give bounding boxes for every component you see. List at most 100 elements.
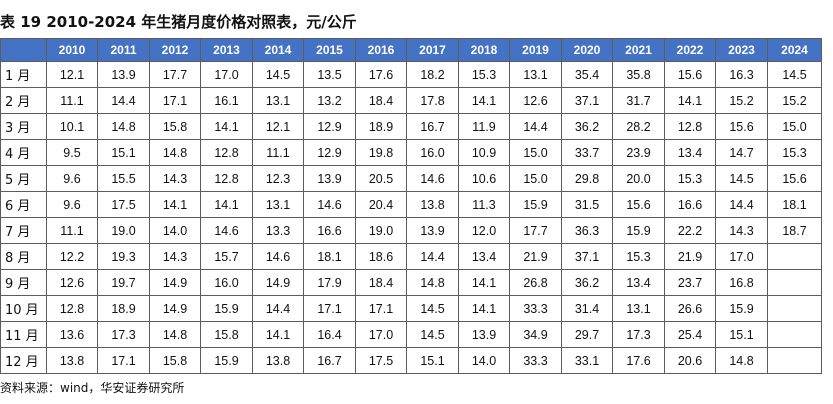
price-cell — [767, 321, 822, 348]
price-cell: 19.8 — [355, 139, 407, 166]
table-row: 10 月 12.8 18.9 14.9 15.9 14.4 17.1 17.1 14.5 14.1… — [0, 295, 822, 322]
price-cell: 16.7 — [406, 113, 459, 140]
price-cell: 34.9 — [509, 321, 562, 348]
year-header: 2010 — [46, 38, 98, 62]
month-label: 6 月 — [0, 191, 47, 218]
year-header: 2016 — [355, 38, 407, 62]
price-cell: 14.8 — [715, 347, 768, 374]
price-cell: 14.3 — [149, 165, 201, 192]
price-cell: 14.1 — [252, 321, 304, 348]
price-cell: 13.3 — [252, 217, 304, 244]
price-cell: 15.7 — [200, 243, 253, 270]
price-cell: 15.3 — [458, 61, 510, 88]
month-label: 9 月 — [0, 269, 47, 296]
price-cell: 16.6 — [664, 191, 716, 218]
month-label: 1 月 — [0, 61, 47, 88]
month-label: 11 月 — [0, 321, 47, 348]
price-cell: 14.7 — [715, 139, 768, 166]
price-cell: 14.1 — [458, 87, 510, 114]
price-cell: 14.4 — [252, 295, 304, 322]
price-cell: 15.6 — [715, 113, 768, 140]
price-cell: 36.3 — [561, 217, 613, 244]
price-cell: 17.9 — [303, 269, 356, 296]
price-cell: 12.1 — [46, 61, 98, 88]
price-cell: 10.1 — [46, 113, 98, 140]
price-cell: 35.8 — [612, 61, 665, 88]
price-cell: 21.9 — [509, 243, 562, 270]
price-cell: 17.6 — [612, 347, 665, 374]
price-cell: 18.7 — [767, 217, 822, 244]
price-cell: 10.9 — [458, 139, 510, 166]
price-cell: 14.1 — [458, 295, 510, 322]
price-cell: 13.9 — [458, 321, 510, 348]
price-table: 2010 2011 2012 2013 2014 2015 2016 2017 2018 2019… — [0, 38, 822, 374]
price-cell: 17.3 — [612, 321, 665, 348]
price-cell: 17.8 — [406, 87, 459, 114]
price-cell: 18.2 — [406, 61, 459, 88]
year-header: 2023 — [715, 38, 768, 62]
price-cell: 33.7 — [561, 139, 613, 166]
price-cell: 23.7 — [664, 269, 716, 296]
year-header: 2019 — [509, 38, 562, 62]
price-cell: 14.0 — [458, 347, 510, 374]
year-header: 2014 — [252, 38, 304, 62]
month-label: 12 月 — [0, 347, 47, 374]
price-cell: 14.3 — [149, 243, 201, 270]
price-cell: 15.9 — [200, 295, 253, 322]
year-header: 2018 — [458, 38, 510, 62]
price-cell: 14.1 — [200, 191, 253, 218]
year-header: 2021 — [612, 38, 665, 62]
month-label: 2 月 — [0, 87, 47, 114]
price-cell: 16.1 — [200, 87, 253, 114]
table-title: 表 19 2010-2024 年生猪月度价格对照表，元/公斤 — [0, 13, 357, 31]
price-cell: 18.4 — [355, 87, 407, 114]
price-cell: 16.0 — [200, 269, 253, 296]
price-cell: 12.6 — [509, 87, 562, 114]
price-cell: 37.1 — [561, 243, 613, 270]
price-cell: 12.9 — [303, 113, 356, 140]
price-cell: 15.0 — [509, 165, 562, 192]
price-cell: 26.8 — [509, 269, 562, 296]
price-cell: 14.8 — [149, 139, 201, 166]
price-cell: 15.9 — [612, 217, 665, 244]
table-body: 1 月 12.1 13.9 17.7 17.0 14.5 13.5 17.6 18.2 15.3 1… — [0, 61, 822, 374]
price-cell: 13.9 — [303, 165, 356, 192]
price-cell: 13.8 — [406, 191, 459, 218]
price-cell: 14.8 — [149, 321, 201, 348]
table-row: 7 月 11.1 19.0 14.0 14.6 13.3 16.6 19.0 13.9 12.0 1… — [0, 217, 822, 244]
month-label: 10 月 — [0, 295, 47, 322]
price-cell: 11.1 — [46, 87, 98, 114]
price-cell: 14.5 — [252, 61, 304, 88]
price-cell: 15.2 — [767, 87, 822, 114]
price-cell: 15.1 — [715, 321, 768, 348]
price-cell: 17.1 — [149, 87, 201, 114]
price-cell: 29.8 — [561, 165, 613, 192]
price-cell: 17.0 — [715, 243, 768, 270]
price-cell: 31.5 — [561, 191, 613, 218]
price-cell: 15.6 — [612, 191, 665, 218]
year-header: 2022 — [664, 38, 716, 62]
price-cell: 15.8 — [149, 347, 201, 374]
price-cell — [767, 347, 822, 374]
price-cell: 17.1 — [97, 347, 150, 374]
price-cell: 15.1 — [97, 139, 150, 166]
table-row: 9 月 12.6 19.7 14.9 16.0 14.9 17.9 18.4 14.8 14.1 2… — [0, 269, 822, 296]
price-cell: 14.3 — [715, 217, 768, 244]
price-cell: 20.5 — [355, 165, 407, 192]
price-cell: 15.8 — [200, 321, 253, 348]
price-cell: 14.1 — [664, 87, 716, 114]
price-cell: 13.9 — [97, 61, 150, 88]
month-label: 4 月 — [0, 139, 47, 166]
price-cell: 20.4 — [355, 191, 407, 218]
price-cell: 18.6 — [355, 243, 407, 270]
price-cell: 14.1 — [200, 113, 253, 140]
price-cell: 14.4 — [97, 87, 150, 114]
price-cell: 9.6 — [46, 165, 98, 192]
price-cell: 25.4 — [664, 321, 716, 348]
price-cell: 13.8 — [252, 347, 304, 374]
price-cell: 15.9 — [509, 191, 562, 218]
price-cell: 14.6 — [303, 191, 356, 218]
table-row: 4 月 9.5 15.1 14.8 12.8 11.1 12.9 19.8 16.0 10.9 15… — [0, 139, 822, 166]
year-header: 2011 — [97, 38, 150, 62]
month-label: 8 月 — [0, 243, 47, 270]
